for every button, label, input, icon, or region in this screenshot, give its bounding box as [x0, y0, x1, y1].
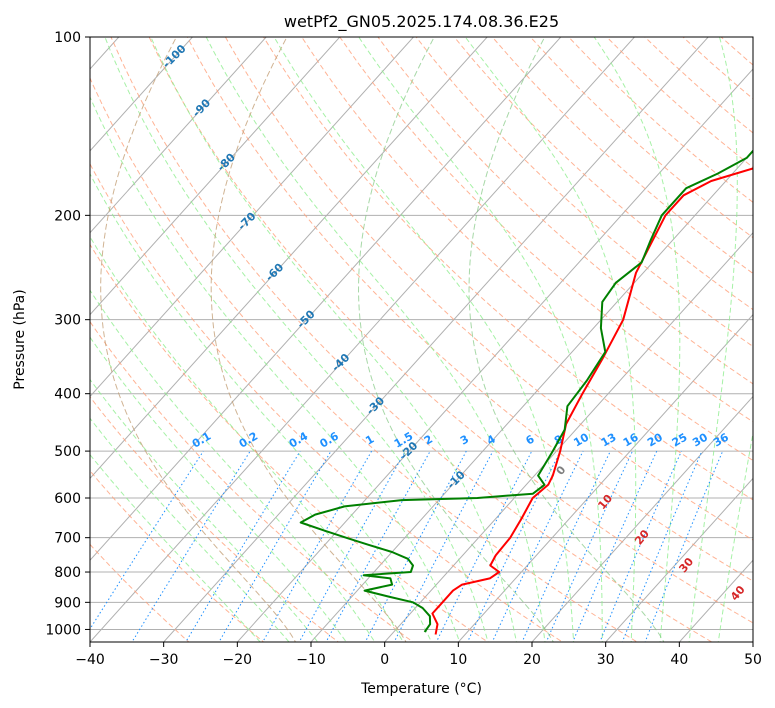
moist-adiabat-line — [90, 336, 347, 642]
mixing-ratio-line — [572, 450, 658, 642]
dry-adiabat-line — [301, 37, 753, 462]
reference-arc — [100, 37, 297, 642]
dry-adiabat-line — [90, 243, 489, 642]
dry-adiabat-line — [90, 396, 340, 642]
mixing-ratio-line — [298, 450, 406, 642]
mixing-ratio-line — [90, 450, 204, 630]
mixing-ratio-line — [491, 450, 584, 642]
x-tick-label: −10 — [296, 652, 326, 668]
isotherm-line — [310, 150, 753, 642]
moist-adiabat-line — [90, 378, 319, 642]
reference-arc — [210, 37, 407, 642]
dry-adiabat-line — [262, 37, 753, 501]
dry-adiabat-line — [110, 37, 713, 642]
moist-adiabat-line — [593, 37, 681, 642]
y-tick-label: 100 — [54, 30, 81, 46]
y-tick-label: 700 — [54, 531, 81, 547]
mixing-ratio-line — [131, 450, 251, 642]
x-tick-label: −40 — [75, 652, 105, 668]
y-tick-label: 300 — [54, 313, 81, 329]
moist-adiabat-line — [90, 417, 290, 642]
isotherm-line — [531, 395, 753, 642]
x-tick-label: 40 — [670, 652, 688, 668]
y-tick-label: 900 — [54, 595, 81, 611]
temperature-profile — [431, 167, 753, 635]
x-axis-ticks: −40 −30 −20 −10 0 10 20 30 40 50 — [75, 642, 762, 668]
x-tick-label: 50 — [744, 652, 762, 668]
moist-adiabat-line — [90, 172, 432, 642]
mixing-ratio-line — [185, 450, 301, 642]
mixing-ratio-line — [466, 450, 561, 642]
isotherm-line — [90, 37, 341, 316]
moist-adiabat-line — [90, 235, 404, 642]
moist-adiabat-line — [90, 95, 461, 642]
mixing-ratio-line — [599, 450, 682, 642]
isotherm-line — [90, 37, 415, 398]
dewpoint-profile — [299, 149, 753, 633]
dry-adiabat-line — [148, 37, 753, 624]
y-tick-label: 1000 — [45, 622, 81, 638]
y-tick-label: 400 — [54, 387, 81, 403]
dry-adiabat-line — [453, 37, 753, 311]
x-axis-label: Temperature (°C) — [360, 681, 482, 697]
dry-adiabat-line — [415, 37, 753, 348]
moist-adiabat-line — [90, 289, 376, 642]
moist-adiabat-line — [90, 453, 261, 642]
isotherm-line — [90, 37, 636, 642]
x-tick-label: 30 — [597, 652, 615, 668]
x-tick-label: 10 — [449, 652, 467, 668]
isotherm-line — [236, 68, 753, 642]
isotherm-line — [384, 232, 753, 642]
dry-adiabat-line — [90, 76, 638, 642]
y-tick-label: 800 — [54, 565, 81, 581]
dry-adiabat-line — [339, 37, 753, 423]
isotherm-line — [90, 37, 194, 152]
plot-frame — [89, 36, 754, 643]
moist-adiabat-line — [205, 37, 546, 642]
moist-adiabat-line — [358, 37, 603, 642]
x-tick-label: −30 — [149, 652, 179, 668]
y-tick-label: 500 — [54, 444, 81, 460]
dry-adiabat-line — [90, 162, 564, 642]
moist-adiabat-line — [104, 37, 489, 642]
y-axis-label: Pressure (hPa) — [12, 289, 28, 389]
mixing-ratio-line — [325, 450, 431, 642]
dry-adiabat-line — [186, 37, 753, 582]
mixing-ratio-line — [262, 450, 373, 642]
isotherm-line — [90, 37, 562, 561]
y-axis-ticks: 100 200 300 400 500 600 700 800 900 1000 — [45, 30, 90, 638]
x-tick-label: −20 — [223, 652, 253, 668]
isotherm-line — [90, 37, 267, 234]
moist-adiabat-line — [717, 430, 753, 642]
isotherm-line — [90, 37, 488, 480]
x-tick-label: 20 — [523, 652, 541, 668]
dry-adiabat-line — [90, 320, 414, 642]
moist-adiabat-line — [688, 37, 738, 642]
dry-adiabat-line — [90, 470, 265, 642]
x-tick-label: 0 — [380, 652, 389, 668]
reference-arc — [357, 37, 554, 642]
isotherm-line — [163, 37, 709, 642]
isotherm-line — [605, 477, 753, 642]
chart-title: wetPf2_GN05.2025.174.08.36.E25 — [284, 12, 559, 32]
reference-arc — [468, 37, 665, 642]
moist-adiabat-line — [273, 37, 575, 642]
moist-adiabat-line — [464, 37, 637, 642]
isotherm-line — [457, 313, 753, 642]
mixing-ratio-line — [621, 450, 703, 642]
sounding-profiles — [299, 149, 753, 635]
y-tick-label: 200 — [54, 208, 81, 224]
y-tick-label: 600 — [54, 491, 81, 507]
mixing-ratio-line — [218, 450, 332, 642]
